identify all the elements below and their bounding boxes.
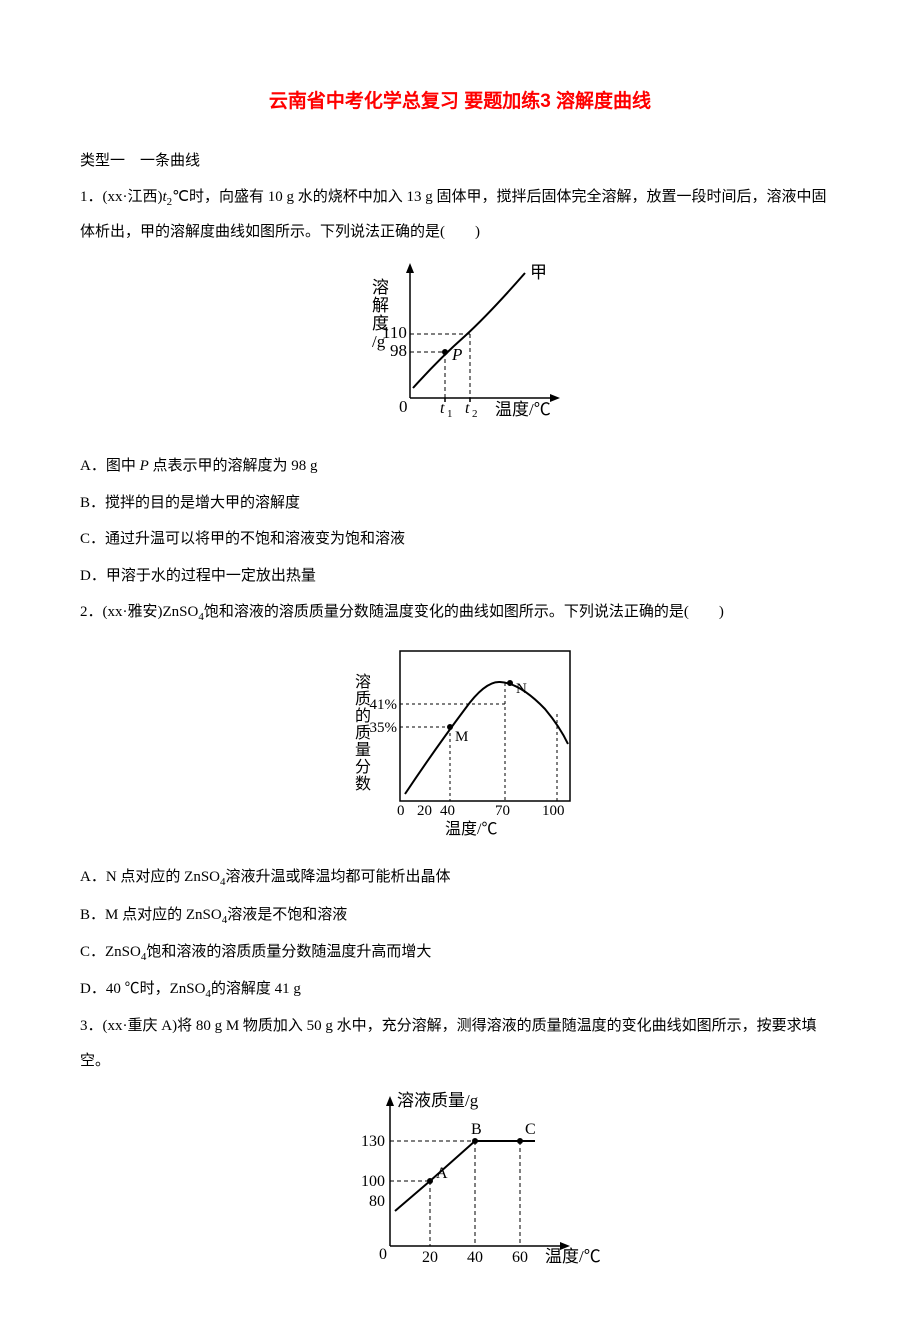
variable-p: P [140,458,149,474]
chart2-yl1: 溶 [355,673,371,691]
chart2-xlabel: 温度/℃ [445,820,497,838]
chart-2-znso4: 溶 质 的 质 量 分 数 41% 35% M N 0 20 40 70 100… [80,639,840,853]
chart3-ylabel: 溶液质量/g [397,1091,479,1110]
q2b-pre: B．M 点对应的 ZnSO [80,907,222,923]
q2c-pre: C．ZnSO [80,944,141,960]
chart-1-solubility: 溶 解 度 /g 0 110 98 P 甲 t 1 t 2 温度/℃ [80,258,840,442]
q1-text: ℃时，向盛有 10 g 水的烧杯中加入 13 g 固体甲，搅拌后固体完全溶解，放… [80,189,827,240]
q1-option-c: C．通过升温可以将甲的不饱和溶液变为饱和溶液 [80,522,840,557]
chart1-ylabel-1: 溶 [372,278,389,297]
chart2-yl7: 数 [355,775,371,793]
chart1-origin: 0 [399,397,408,416]
chart-3-mass: 溶液质量/g 130 100 80 0 A B C 20 40 60 温度/℃ [80,1086,840,1280]
chart2-xtick-70: 70 [495,803,510,819]
chart1-xtick-sub1: 1 [447,408,453,420]
chart3-point-b: B [471,1121,482,1138]
q2-option-a: A．N 点对应的 ZnSO4溶液升温或降温均都可能析出晶体 [80,860,840,895]
q2a-pre: A．N 点对应的 ZnSO [80,869,220,885]
chart1-ytick-98: 98 [390,341,407,360]
q2d-post: 的溶解度 41 g [211,981,301,997]
chart3-ytick-100: 100 [361,1173,385,1190]
chart2-point-n: N [516,681,527,697]
q2d-pre: D．40 ℃时，ZnSO [80,981,205,997]
q2-option-d: D．40 ℃时，ZnSO4的溶解度 41 g [80,972,840,1007]
chart1-xtick-sub2: 2 [472,408,478,420]
chart1-xlabel: 温度/℃ [495,400,551,419]
chart3-point-a: A [436,1165,448,1182]
q1-opta-pre: A．图中 [80,458,140,474]
chart1-ylabel-2: 解 [372,296,389,315]
chart3-xtick-60: 60 [512,1249,528,1266]
chart2-xtick-100: 100 [542,803,565,819]
q1-option-d: D．甲溶于水的过程中一定放出热量 [80,559,840,594]
chart1-curve-label: 甲 [530,263,547,282]
chart3-origin: 0 [379,1246,387,1263]
chart3-xtick-20: 20 [422,1249,438,1266]
chart2-xtick-0: 0 [397,803,405,819]
document-title: 云南省中考化学总复习 要题加练3 溶解度曲线 [80,80,840,124]
q1-option-b: B．搅拌的目的是增大甲的溶解度 [80,486,840,521]
section-header: 类型一 一条曲线 [80,144,840,179]
chart2-ytick-41: 41% [370,697,398,713]
chart1-point-p: P [451,345,462,364]
question-1: 1．(xx·江西)t2℃时，向盛有 10 g 水的烧杯中加入 13 g 固体甲，… [80,180,840,250]
chart2-xtick-40: 40 [440,803,455,819]
chart3-point-c: C [525,1121,536,1138]
chart2-yl6: 分 [355,758,371,776]
q2c-post: 饱和溶液的溶质质量分数随温度升高而增大 [146,944,431,960]
chart3-xlabel: 温度/℃ [545,1247,601,1266]
chart3-xtick-40: 40 [467,1249,483,1266]
chart2-yl5: 量 [355,742,371,759]
q1-option-a: A．图中 P 点表示甲的溶解度为 98 g [80,449,840,484]
chart1-xtick-t2: t [465,400,470,417]
chart1-ytick-110: 110 [382,323,407,342]
q2b-post: 溶液是不饱和溶液 [227,907,347,923]
q1-prefix: 1．(xx·江西) [80,189,163,205]
chart3-ytick-130: 130 [361,1133,385,1150]
chart2-point-m: M [455,729,468,745]
chart2-xtick-20: 20 [417,803,432,819]
chart1-xtick-t1: t [440,400,445,417]
chart3-ytick-80: 80 [369,1193,385,1210]
q2-option-c: C．ZnSO4饱和溶液的溶质质量分数随温度升高而增大 [80,935,840,970]
question-2: 2．(xx·雅安)ZnSO4饱和溶液的溶质质量分数随温度变化的曲线如图所示。下列… [80,595,840,630]
q2a-post: 溶液升温或降温均都可能析出晶体 [226,869,451,885]
q2-prefix: 2．(xx·雅安)ZnSO [80,604,198,620]
q2-text: 饱和溶液的溶质质量分数随温度变化的曲线如图所示。下列说法正确的是( ) [204,604,724,620]
q1-opta-end: 点表示甲的溶解度为 98 g [149,458,318,474]
q2-option-b: B．M 点对应的 ZnSO4溶液是不饱和溶液 [80,898,840,933]
chart2-ytick-35: 35% [370,720,398,736]
question-3: 3．(xx·重庆 A)将 80 g M 物质加入 50 g 水中，充分溶解，测得… [80,1009,840,1078]
